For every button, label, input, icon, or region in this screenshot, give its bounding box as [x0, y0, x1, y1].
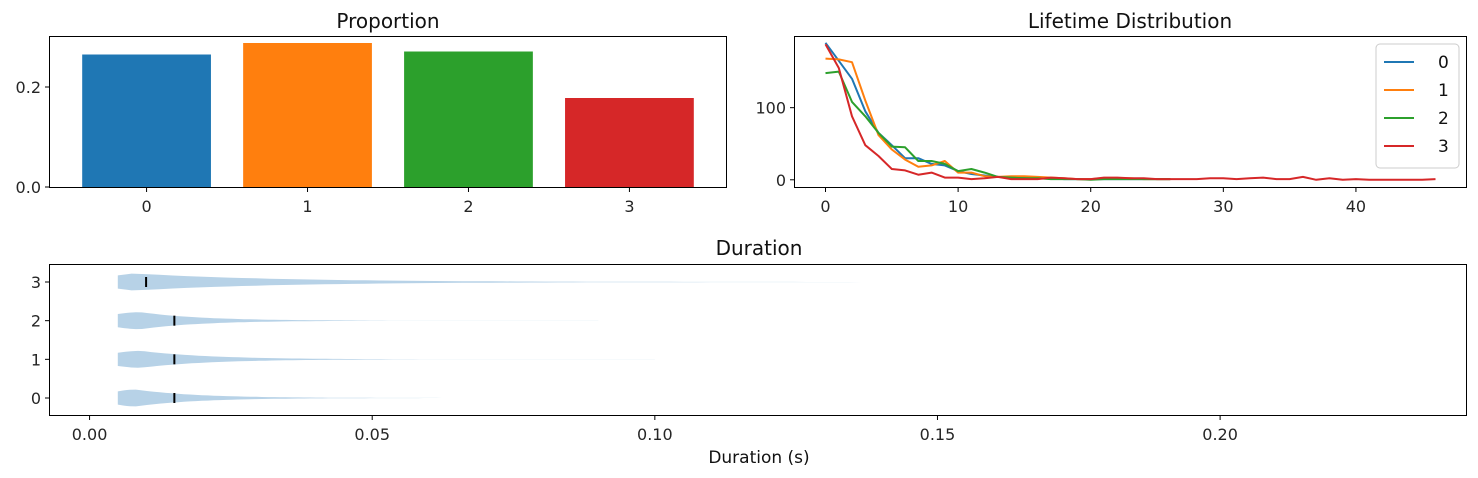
- y-tick-label: 0.2: [16, 78, 41, 97]
- x-tick-label-3: 3: [624, 197, 634, 216]
- violin-3: [117, 273, 1221, 291]
- y-tick-label: 0: [776, 171, 786, 190]
- x-tick-label: 30: [1213, 197, 1233, 216]
- duration-frame: [49, 264, 1467, 416]
- proportion-axes: 0 1 2 3 0.0 0.2: [16, 78, 635, 216]
- proportion-frame: [49, 36, 727, 188]
- proportion-title: Proportion: [336, 9, 439, 33]
- series-line-2: [825, 70, 1171, 181]
- y-tick-label-1: 1: [31, 350, 41, 369]
- y-tick-label-2: 2: [31, 312, 41, 331]
- lifetime-axes: 0 10 20 30 40 0 100: [755, 99, 1366, 216]
- lifetime-chart: Lifetime Distribution 0 10 20 30 40 0 100 0 1 2 3: [755, 9, 1467, 216]
- x-tick-label: 0.05: [354, 425, 390, 444]
- legend-box: [1375, 43, 1460, 169]
- legend-label-2: 2: [1438, 109, 1449, 129]
- y-tick-label: 100: [755, 99, 786, 118]
- lifetime-lines: [824, 42, 1436, 181]
- x-tick-label: 0.10: [637, 425, 673, 444]
- duration-axes: 0 1 2 3 0.00 0.05 0.10 0.15 0.20: [31, 273, 1238, 444]
- violin-1: [117, 350, 655, 368]
- y-tick-label-3: 3: [31, 273, 41, 292]
- x-tick-label-2: 2: [463, 197, 473, 216]
- x-tick-label: 0.15: [920, 425, 956, 444]
- proportion-chart: Proportion 0 1 2 3 0.0 0.2: [16, 9, 727, 216]
- x-tick-label-0: 0: [141, 197, 151, 216]
- proportion-bars: [82, 43, 694, 187]
- lifetime-title: Lifetime Distribution: [1028, 9, 1232, 33]
- duration-title: Duration: [716, 236, 803, 260]
- x-tick-label: 40: [1346, 197, 1366, 216]
- x-tick-label: 0.00: [72, 425, 108, 444]
- duration-chart: Duration 0 1 2 3 0.00 0.05 0.10 0.15 0.20 Durati…: [31, 236, 1467, 468]
- x-tick-label-1: 1: [302, 197, 312, 216]
- legend-label-1: 1: [1438, 81, 1449, 101]
- bar-0: [82, 54, 211, 187]
- x-tick-label: 0.20: [1202, 425, 1238, 444]
- series-line-1: [825, 57, 1171, 181]
- y-tick-label-0: 0: [31, 389, 41, 408]
- x-tick-label: 20: [1081, 197, 1101, 216]
- legend-label-0: 0: [1438, 53, 1449, 73]
- series-line-0: [824, 42, 1171, 181]
- legend-label-3: 3: [1438, 137, 1449, 157]
- duration-violins: [117, 273, 1221, 407]
- lifetime-frame: [794, 36, 1467, 188]
- x-tick-label: 0: [820, 197, 830, 216]
- x-tick-label: 10: [948, 197, 968, 216]
- lifetime-legend: 0 1 2 3: [1375, 43, 1460, 169]
- bar-3: [565, 98, 694, 187]
- violin-2: [117, 312, 599, 330]
- violin-0: [117, 389, 599, 407]
- y-tick-label: 0.0: [16, 178, 41, 197]
- duration-xlabel: Duration (s): [708, 448, 809, 468]
- bar-1: [243, 43, 372, 187]
- bar-2: [404, 51, 533, 187]
- series-line-3: [824, 43, 1436, 181]
